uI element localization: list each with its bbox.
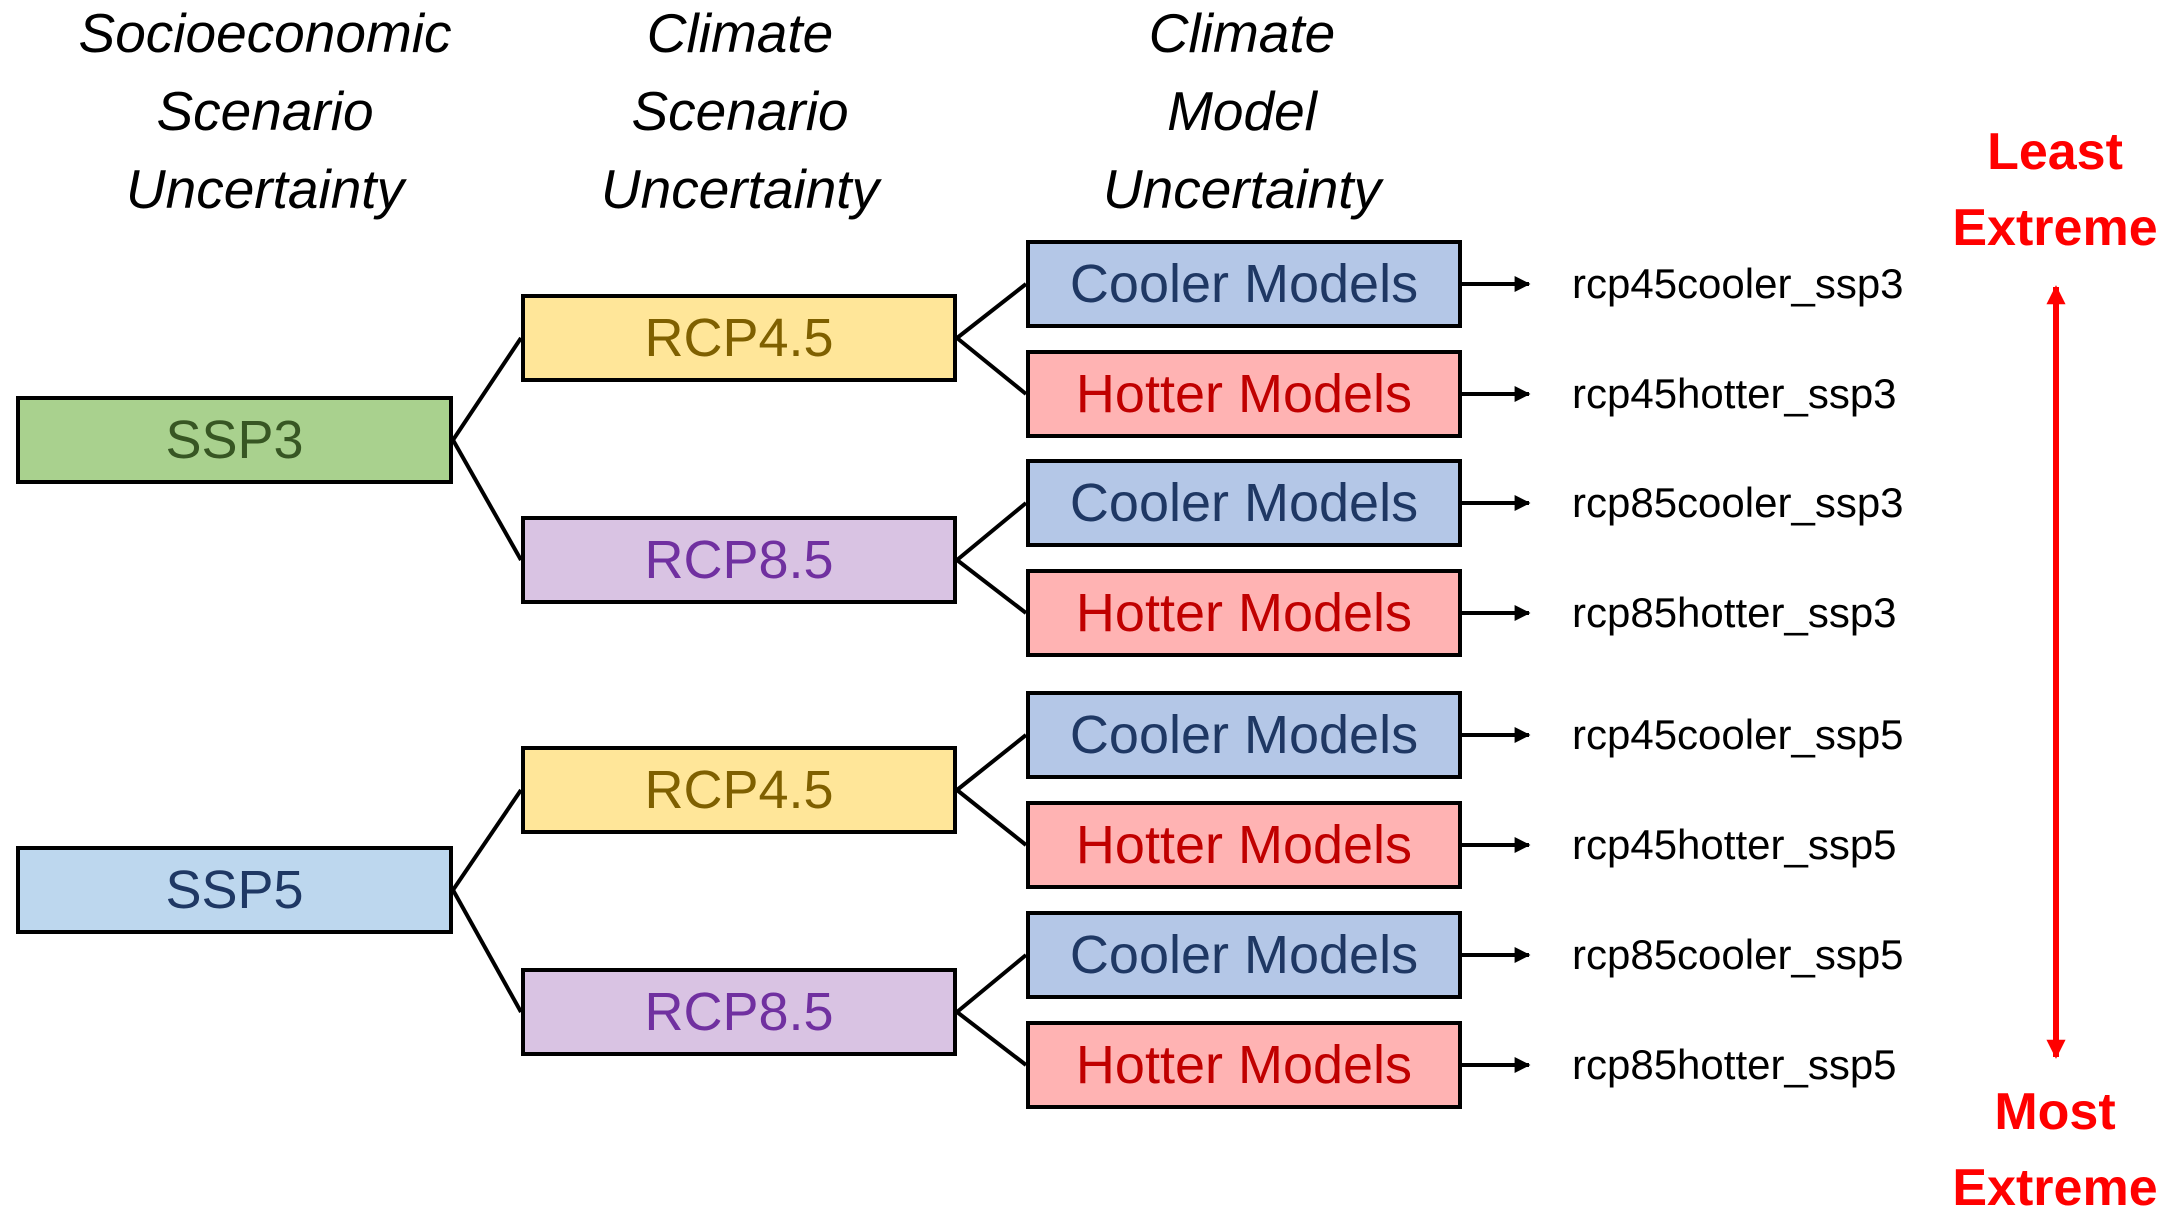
header-climate-scenario-uncertainty: Climate Scenario Uncertainty [540,0,940,228]
most-extreme-line: Most [1994,1083,2116,1141]
model-box: Cooler Models [1026,240,1462,328]
header-socioeconomic-uncertainty: Socioeconomic Scenario Uncertainty [30,0,500,228]
least-extreme-line: Least [1987,123,2123,181]
most-extreme-label: Most Extreme [1930,1074,2174,1226]
model-box: Cooler Models [1026,459,1462,547]
header-line: Scenario [156,80,374,142]
model-box: Hotter Models [1026,350,1462,438]
model-to-outcome-arrows [1462,276,1531,1073]
least-extreme-line: Extreme [1952,199,2158,257]
model-box: Cooler Models [1026,691,1462,779]
header-line: Scenario [631,80,849,142]
outcome-label: rcp45cooler_ssp5 [1572,711,1904,758]
model-box: Hotter Models [1026,1021,1462,1109]
rcp-box: RCP4.5 [521,294,957,382]
rcp-box: RCP8.5 [521,968,957,1056]
rcp-box: RCP8.5 [521,516,957,604]
outcome-label: rcp85cooler_ssp3 [1572,479,1904,526]
header-line: Uncertainty [600,158,880,220]
header-climate-model-uncertainty: Climate Model Uncertainty [1042,0,1442,228]
ssp-to-rcp-connectors [451,336,523,1013]
most-extreme-line: Extreme [1952,1159,2158,1217]
model-box: Cooler Models [1026,911,1462,999]
model-box: Hotter Models [1026,569,1462,657]
header-line: Climate [646,2,834,64]
model-box: Hotter Models [1026,801,1462,889]
ssp-box: SSP3 [16,396,453,484]
header-line: Model [1167,80,1317,142]
outcome-label: rcp85hotter_ssp3 [1572,589,1897,636]
outcome-label: rcp45hotter_ssp3 [1572,370,1897,417]
header-line: Climate [1148,2,1336,64]
ssp-box: SSP5 [16,846,453,934]
rcp-box: RCP4.5 [521,746,957,834]
header-line: Uncertainty [125,158,405,220]
outcome-label: rcp85hotter_ssp5 [1572,1041,1897,1088]
header-line: Socioeconomic [78,2,452,64]
outcome-label: rcp85cooler_ssp5 [1572,931,1904,978]
outcome-label: rcp45hotter_ssp5 [1572,821,1897,868]
outcome-label: rcp45cooler_ssp3 [1572,260,1904,307]
header-line: Uncertainty [1102,158,1382,220]
rcp-to-model-connectors [955,282,1028,1067]
least-extreme-label: Least Extreme [1930,114,2174,266]
